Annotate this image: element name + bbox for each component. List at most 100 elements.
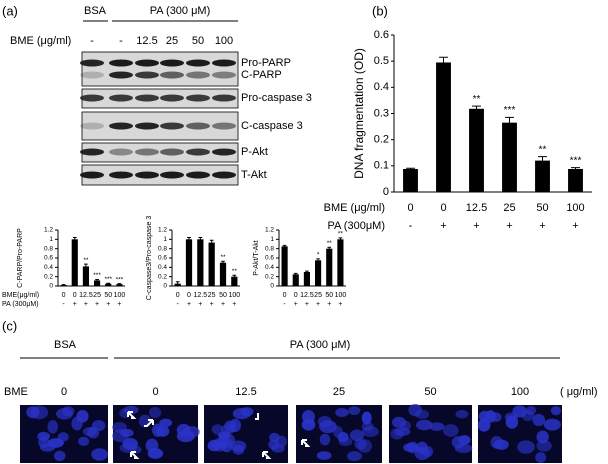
bar: [326, 248, 333, 286]
y-tick-label: 0.4: [158, 264, 167, 271]
error-bar: [472, 105, 481, 112]
x-tick-label: 50: [104, 292, 112, 299]
x-tick-label: 0: [73, 292, 77, 299]
nucleus: [504, 412, 518, 422]
nucleus: [212, 437, 228, 452]
blot-band: [160, 59, 184, 67]
nucleus: [47, 420, 59, 434]
error-bar: [209, 239, 214, 245]
blot-band: [135, 171, 159, 179]
nucleus: [61, 406, 75, 417]
y-tick-label: 0.6: [158, 255, 167, 262]
bar: [82, 266, 89, 286]
blot-band: [80, 94, 104, 102]
blot-band: [80, 59, 104, 67]
blot-band: [80, 148, 104, 156]
y-tick-label: 0.4: [265, 264, 274, 271]
blot-band: [186, 94, 210, 102]
blot-image: [81, 51, 239, 87]
blot-band: [80, 122, 104, 130]
group-label: BSA: [84, 5, 107, 17]
x-tick-label: 0: [283, 292, 287, 299]
nucleus: [147, 448, 164, 459]
lane-label: 50: [192, 35, 204, 47]
x-tick-label: -: [283, 301, 286, 308]
error-bar: [187, 236, 191, 242]
blot-band: [186, 59, 210, 67]
nucleus: [403, 442, 419, 453]
y-tick-label: 1.2: [265, 227, 274, 234]
nucleus: [348, 406, 361, 416]
bar: [208, 242, 215, 286]
y-tick-label: 0.8: [265, 245, 274, 252]
significance: ***: [104, 276, 112, 283]
y-tick-label: 0.3: [374, 107, 389, 119]
x-tick-label: +: [106, 301, 110, 308]
y-axis-label: C-PARP/Pro-PARP: [17, 228, 24, 288]
blot-band: [160, 71, 184, 79]
x-tick-label: +: [440, 220, 446, 232]
y-tick-label: 0.2: [44, 273, 53, 280]
bar: [502, 122, 517, 192]
error-bar: [505, 116, 514, 128]
nucleus: [536, 440, 552, 452]
blot-band: [135, 122, 159, 130]
y-tick-label: 0.6: [374, 29, 389, 41]
x-tick-label: 0: [440, 202, 446, 214]
y-tick-label: 0.6: [265, 255, 274, 262]
bar: [535, 160, 550, 192]
x-tick-label: +: [73, 301, 77, 308]
error-bar: [198, 236, 203, 242]
bar: [94, 280, 101, 286]
blot-band: [135, 59, 159, 67]
error-bar: [117, 283, 122, 285]
x-tick-label: +: [117, 301, 121, 308]
blot-band: [186, 148, 210, 156]
image-label: 0: [152, 386, 158, 398]
x-tick-label: 50: [536, 202, 548, 214]
bar: [231, 276, 238, 286]
nucleus: [82, 426, 97, 437]
nucleus: [47, 438, 64, 448]
blot-band: [109, 71, 133, 79]
error-bar: [282, 244, 287, 248]
blot-band: [212, 171, 236, 179]
y-tick-label: 0.8: [158, 245, 167, 252]
y-tick-label: 0.2: [158, 273, 167, 280]
nucleus: [458, 435, 471, 445]
x-tick-label: 25: [93, 292, 101, 299]
arrow: [130, 451, 140, 459]
nucleus: [152, 423, 164, 437]
nucleus: [543, 418, 561, 431]
x-tick-label: +: [572, 220, 578, 232]
arrow: [144, 419, 154, 427]
significance: **: [327, 240, 333, 247]
y-tick-label: 0.4: [44, 264, 53, 271]
lane-label: 12.5: [136, 35, 157, 47]
x-tick-label: +: [473, 220, 479, 232]
x-tick-label: 0: [294, 292, 298, 299]
y-tick-label: 0.5: [374, 55, 389, 67]
arrow: [255, 413, 259, 420]
x-tick-label: +: [327, 301, 331, 308]
nucleus: [240, 407, 254, 417]
significance: **: [232, 268, 238, 275]
error-bar: [95, 278, 99, 282]
blot-band: [135, 71, 159, 79]
x-tick-label: +: [210, 301, 214, 308]
band-label: C-caspase 3: [241, 120, 303, 132]
x-tick-label: 100: [566, 202, 584, 214]
nucleus: [517, 440, 535, 454]
x-tick-label: 12.5: [79, 292, 93, 299]
nucleus: [478, 410, 492, 422]
y-tick-label: 0.2: [265, 273, 274, 280]
image-label: 12.5: [235, 386, 256, 398]
significance: **: [539, 144, 547, 155]
y-axis-label: DNA fragmentation (OD): [352, 48, 366, 179]
nucleus: [120, 428, 134, 437]
x-tick-label: 25: [314, 292, 322, 299]
nucleus: [361, 421, 374, 432]
nucleus: [347, 451, 362, 462]
bar: [105, 283, 112, 286]
band-label: Pro-PARP: [241, 57, 291, 69]
